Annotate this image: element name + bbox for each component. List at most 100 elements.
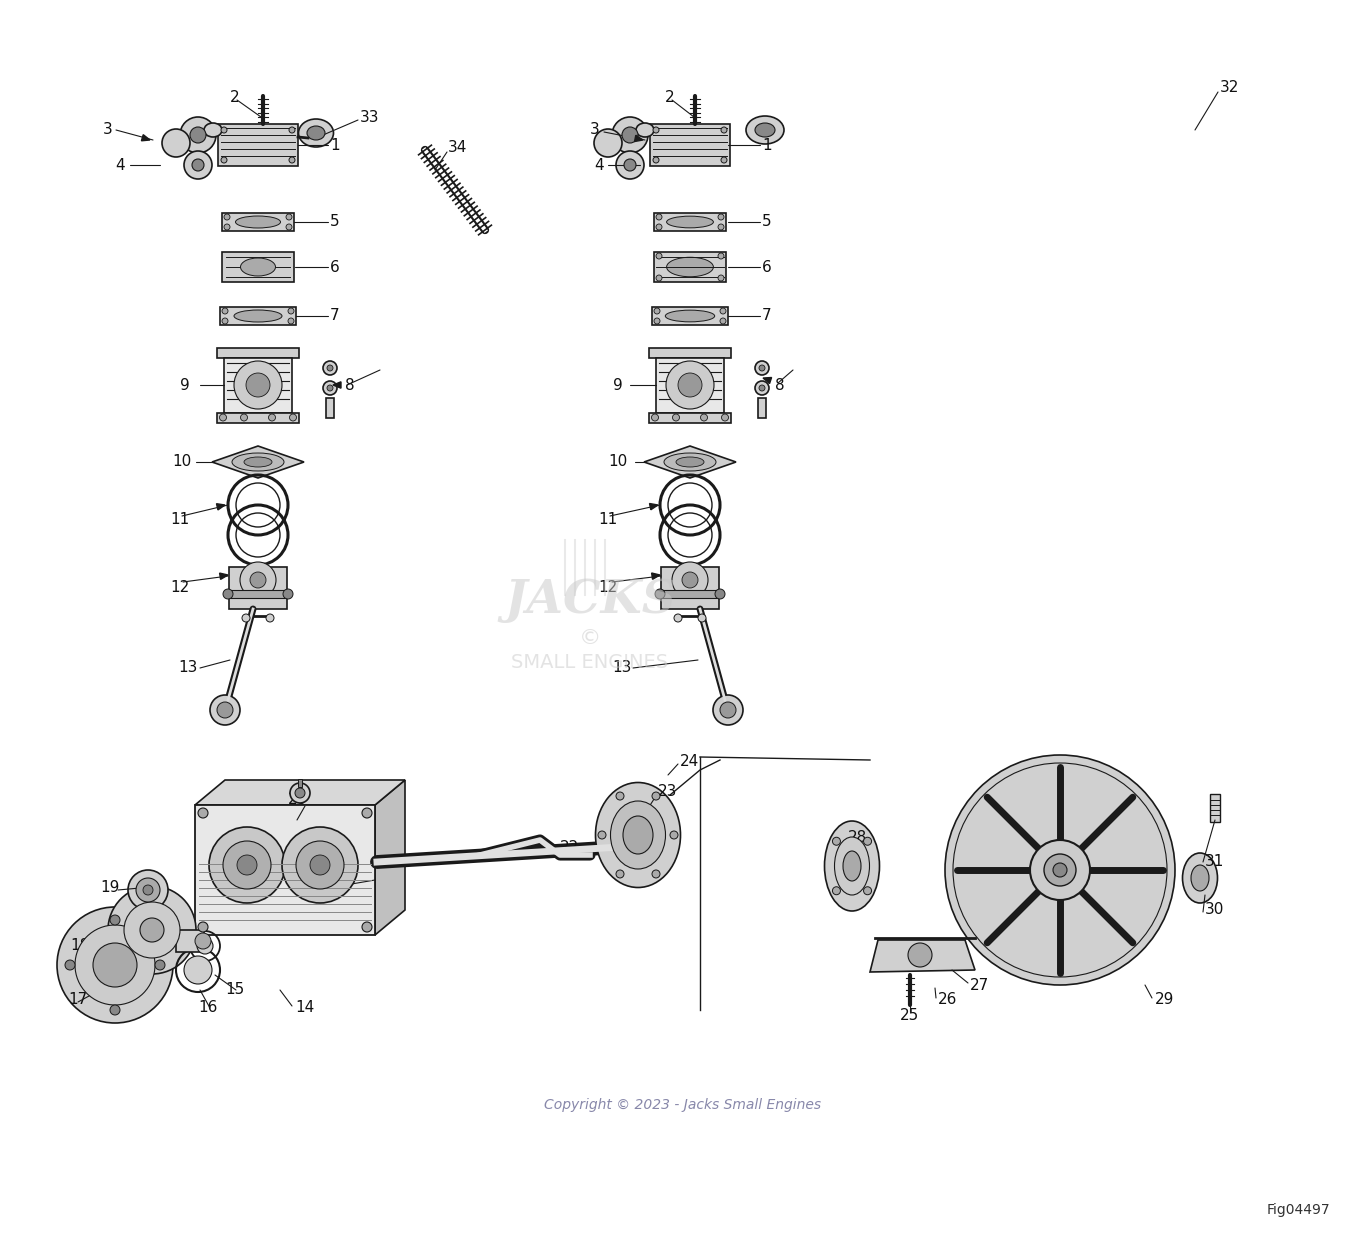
Circle shape <box>197 938 213 954</box>
Circle shape <box>93 943 137 987</box>
Text: 9: 9 <box>180 378 190 392</box>
Circle shape <box>863 837 872 845</box>
Text: 1: 1 <box>762 137 772 153</box>
Ellipse shape <box>637 123 654 137</box>
FancyBboxPatch shape <box>223 252 294 283</box>
Circle shape <box>713 695 743 726</box>
Circle shape <box>362 808 372 818</box>
Polygon shape <box>635 136 643 142</box>
Text: 12: 12 <box>598 580 617 596</box>
Circle shape <box>224 213 229 220</box>
Circle shape <box>266 615 275 622</box>
Circle shape <box>290 784 310 803</box>
FancyBboxPatch shape <box>654 252 725 283</box>
Circle shape <box>217 702 234 718</box>
Text: 6: 6 <box>331 259 340 274</box>
Circle shape <box>755 381 769 395</box>
Text: 3: 3 <box>590 122 600 137</box>
FancyBboxPatch shape <box>223 213 294 231</box>
Circle shape <box>720 702 736 718</box>
FancyBboxPatch shape <box>298 779 302 787</box>
Text: JACKS: JACKS <box>504 578 676 623</box>
Text: 5: 5 <box>762 215 772 230</box>
Polygon shape <box>195 780 404 805</box>
Circle shape <box>224 225 229 230</box>
Text: 11: 11 <box>169 512 190 527</box>
Circle shape <box>656 275 663 281</box>
Circle shape <box>242 615 250 622</box>
Circle shape <box>672 413 679 421</box>
Polygon shape <box>764 378 772 384</box>
Circle shape <box>719 253 724 259</box>
Text: 18: 18 <box>70 938 89 953</box>
Ellipse shape <box>596 782 680 887</box>
Circle shape <box>326 365 333 371</box>
Circle shape <box>714 589 725 598</box>
Text: 3: 3 <box>102 122 113 137</box>
Ellipse shape <box>665 310 714 322</box>
Text: 16: 16 <box>198 1001 217 1016</box>
Ellipse shape <box>611 801 665 869</box>
FancyBboxPatch shape <box>229 590 287 598</box>
Circle shape <box>221 157 227 163</box>
Text: 11: 11 <box>598 512 617 527</box>
Circle shape <box>622 127 638 143</box>
Circle shape <box>154 960 165 970</box>
Circle shape <box>656 589 665 598</box>
Polygon shape <box>652 573 660 579</box>
Ellipse shape <box>843 851 861 881</box>
Text: 12: 12 <box>169 580 190 596</box>
Polygon shape <box>870 940 975 972</box>
Ellipse shape <box>623 816 653 854</box>
Circle shape <box>236 855 257 875</box>
Circle shape <box>139 918 164 942</box>
Circle shape <box>656 213 663 220</box>
Polygon shape <box>376 780 404 935</box>
Text: 14: 14 <box>295 1001 314 1016</box>
FancyBboxPatch shape <box>224 358 292 412</box>
Circle shape <box>221 127 227 133</box>
Circle shape <box>250 573 266 587</box>
Circle shape <box>616 151 643 179</box>
Circle shape <box>652 792 660 800</box>
Circle shape <box>240 413 247 421</box>
Text: 8: 8 <box>775 378 784 392</box>
Text: 19: 19 <box>100 881 119 896</box>
Circle shape <box>198 922 208 932</box>
Text: Fig04497: Fig04497 <box>1266 1203 1330 1217</box>
Circle shape <box>290 413 296 421</box>
Text: 8: 8 <box>346 378 355 392</box>
Text: 1: 1 <box>331 137 340 153</box>
Circle shape <box>616 792 624 800</box>
Circle shape <box>612 117 647 153</box>
Circle shape <box>163 130 190 157</box>
Text: 23: 23 <box>658 785 678 800</box>
Circle shape <box>240 561 276 598</box>
Polygon shape <box>195 805 376 935</box>
Circle shape <box>656 225 663 230</box>
Circle shape <box>701 413 708 421</box>
Circle shape <box>288 308 294 313</box>
Ellipse shape <box>1183 853 1217 903</box>
Circle shape <box>310 855 331 875</box>
Circle shape <box>673 615 682 622</box>
Circle shape <box>143 885 153 895</box>
Circle shape <box>128 870 168 909</box>
Ellipse shape <box>232 453 284 471</box>
Polygon shape <box>333 381 342 389</box>
Circle shape <box>184 151 212 179</box>
Ellipse shape <box>755 123 775 137</box>
Circle shape <box>720 318 725 325</box>
Ellipse shape <box>307 126 325 139</box>
Circle shape <box>854 856 866 868</box>
Circle shape <box>223 308 228 313</box>
FancyBboxPatch shape <box>661 590 719 598</box>
Circle shape <box>698 615 706 622</box>
Circle shape <box>669 830 678 839</box>
Circle shape <box>848 850 872 874</box>
Circle shape <box>654 318 660 325</box>
FancyBboxPatch shape <box>652 307 728 325</box>
Ellipse shape <box>667 216 713 228</box>
Ellipse shape <box>299 118 333 147</box>
Text: 30: 30 <box>1205 902 1224 918</box>
